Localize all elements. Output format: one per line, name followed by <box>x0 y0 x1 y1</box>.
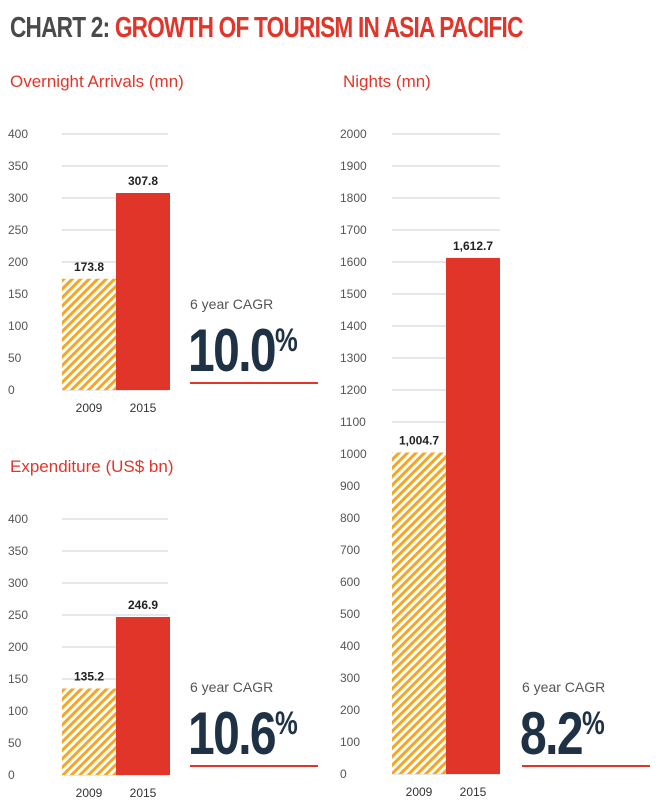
y-tick-label: 1400 <box>340 319 367 333</box>
y-tick-label: 50 <box>8 736 22 750</box>
y-tick-label: 1200 <box>340 383 367 397</box>
y-tick-label: 800 <box>340 511 360 525</box>
arrivals-cagr-unit: % <box>275 322 298 358</box>
bar-2009 <box>62 278 116 390</box>
expenditure-chart: 0 50 100 150 200 250 300 350 400 135.2 2009 246.9 20… <box>8 512 170 800</box>
arrivals-cagr-number: 10.0 <box>188 317 277 384</box>
page-title: CHART 2: GROWTH OF TOURISM IN ASIA PACIF… <box>10 12 523 48</box>
y-tick-label: 400 <box>8 127 28 141</box>
y-tick-label: 100 <box>8 319 28 333</box>
x-tick-label: 2015 <box>130 786 157 800</box>
x-tick-label: 2009 <box>76 786 103 800</box>
x-tick-label: 2009 <box>406 785 433 799</box>
arrivals-cagr-value: 10.0% <box>188 316 298 385</box>
expenditure-cagr-label: 6 year CAGR <box>190 679 274 695</box>
y-tick-label: 1800 <box>340 191 367 205</box>
expenditure-cagr-number: 10.6 <box>188 700 277 767</box>
y-tick-label: 0 <box>340 767 347 781</box>
y-tick-label: 200 <box>8 640 28 654</box>
arrivals-chart: 0 50 100 150 200 250 300 350 400 173.8 2009 307.8 20… <box>8 127 170 415</box>
y-tick-label: 400 <box>340 639 360 653</box>
y-tick-label: 250 <box>8 608 28 622</box>
y-tick-label: 1600 <box>340 255 367 269</box>
expenditure-chart-title: Expenditure (US$ bn) <box>10 457 174 476</box>
y-tick-label: 100 <box>340 735 360 749</box>
y-tick-label: 400 <box>8 512 28 526</box>
nights-cagr-value: 8.2% <box>520 699 605 768</box>
data-label: 246.9 <box>128 598 158 612</box>
x-tick-label: 2009 <box>76 401 103 415</box>
y-tick-label: 100 <box>8 704 28 718</box>
data-label: 173.8 <box>74 260 104 274</box>
expenditure-cagr-value: 10.6% <box>188 699 298 768</box>
data-label: 307.8 <box>128 174 158 188</box>
bar-2015 <box>116 193 170 390</box>
nights-cagr-label: 6 year CAGR <box>522 679 606 695</box>
y-tick-label: 700 <box>340 543 360 557</box>
y-tick-label: 0 <box>8 383 15 397</box>
nights-cagr-number: 8.2 <box>520 700 584 767</box>
x-tick-label: 2015 <box>130 401 157 415</box>
title-prefix: CHART 2: <box>10 12 115 44</box>
nights-cagr-unit: % <box>581 705 605 741</box>
expenditure-cagr-underline <box>190 765 318 767</box>
nights-cagr-underline <box>522 765 650 767</box>
y-tick-label: 500 <box>340 607 360 621</box>
y-tick-label: 1300 <box>340 351 367 365</box>
y-tick-label: 300 <box>340 671 360 685</box>
y-tick-label: 300 <box>8 191 28 205</box>
y-tick-label: 350 <box>8 159 28 173</box>
y-tick-label: 350 <box>8 544 28 558</box>
arrivals-cagr-underline <box>190 382 318 384</box>
data-label: 135.2 <box>74 669 104 683</box>
y-tick-label: 1700 <box>340 223 367 237</box>
y-tick-label: 1100 <box>340 415 366 429</box>
y-tick-label: 200 <box>8 255 28 269</box>
x-tick-label: 2015 <box>460 785 487 799</box>
bar-2009 <box>62 688 116 775</box>
arrivals-chart-title: Overnight Arrivals (mn) <box>10 72 184 91</box>
bar-2009 <box>392 452 446 774</box>
data-label: 1,004.7 <box>399 433 439 447</box>
y-tick-label: 200 <box>340 703 360 717</box>
title-main: GROWTH OF TOURISM IN ASIA PACIFIC <box>114 12 524 44</box>
y-tick-label: 1500 <box>340 287 367 301</box>
y-tick-label: 50 <box>8 351 22 365</box>
arrivals-cagr-label: 6 year CAGR <box>190 296 274 312</box>
expenditure-cagr-unit: % <box>275 705 298 741</box>
y-tick-label: 300 <box>8 576 28 590</box>
y-tick-label: 250 <box>8 223 28 237</box>
y-tick-label: 900 <box>340 479 360 493</box>
y-tick-label: 600 <box>340 575 360 589</box>
y-tick-label: 1000 <box>340 447 367 461</box>
data-label: 1,612.7 <box>453 239 493 253</box>
y-tick-label: 2000 <box>340 127 367 141</box>
y-tick-label: 150 <box>8 672 28 686</box>
bar-2015 <box>446 257 500 774</box>
bar-2015 <box>116 616 170 775</box>
nights-chart: 0 100 200 300 400 500 600 700 800 900 1000 1100 1200… <box>340 127 500 799</box>
y-tick-label: 150 <box>8 287 28 301</box>
y-tick-label: 0 <box>8 768 15 782</box>
nights-chart-title: Nights (mn) <box>343 72 431 91</box>
y-tick-label: 1900 <box>340 159 367 173</box>
